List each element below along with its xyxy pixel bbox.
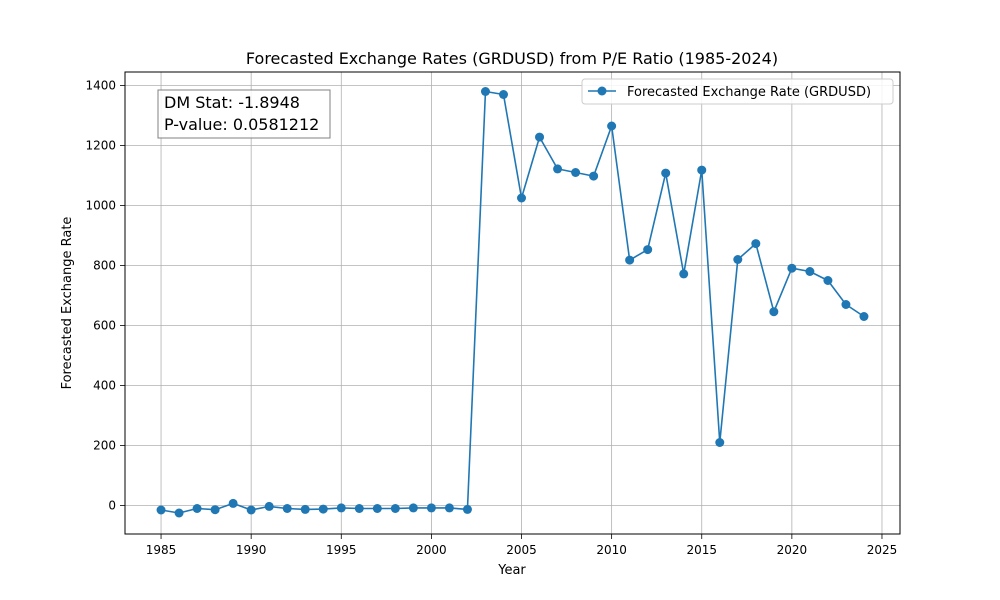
data-point bbox=[625, 255, 635, 265]
p-value-text: P-value: 0.0581212 bbox=[164, 115, 319, 134]
x-tick-label: 2015 bbox=[686, 543, 717, 557]
legend-marker bbox=[597, 86, 607, 96]
y-axis-ticks: 0 200 400 600 800 1000 1200 1400 bbox=[85, 79, 125, 513]
x-tick-label: 2010 bbox=[596, 543, 627, 557]
y-axis-label: Forecasted Exchange Rate bbox=[60, 217, 75, 390]
y-tick-label: 1200 bbox=[85, 139, 116, 153]
data-point bbox=[264, 501, 274, 511]
x-axis-label: Year bbox=[497, 563, 526, 578]
data-point bbox=[228, 498, 238, 508]
x-tick-label: 2005 bbox=[506, 543, 537, 557]
x-tick-label: 2020 bbox=[777, 543, 808, 557]
data-point bbox=[733, 255, 743, 264]
data-point bbox=[859, 312, 869, 321]
data-point bbox=[517, 193, 527, 203]
y-tick-label: 600 bbox=[93, 319, 116, 333]
data-point bbox=[354, 504, 364, 513]
data-point bbox=[498, 90, 508, 99]
series-line bbox=[160, 90, 865, 514]
data-point bbox=[408, 503, 418, 513]
data-point bbox=[823, 276, 833, 285]
y-tick-label: 1000 bbox=[85, 199, 116, 213]
data-point bbox=[210, 505, 220, 515]
data-point bbox=[679, 269, 689, 279]
data-point bbox=[661, 168, 671, 178]
data-point bbox=[444, 503, 454, 513]
y-tick-label: 800 bbox=[93, 259, 116, 273]
stats-box: DM Stat: -1.8948 P-value: 0.0581212 bbox=[157, 89, 331, 139]
x-tick-label: 1985 bbox=[146, 543, 177, 557]
data-point bbox=[607, 121, 617, 131]
y-tick-label: 0 bbox=[108, 499, 116, 513]
data-point bbox=[715, 438, 725, 447]
data-point bbox=[462, 504, 472, 514]
data-point bbox=[192, 504, 202, 513]
data-point bbox=[751, 239, 761, 249]
data-point bbox=[805, 267, 815, 276]
data-point bbox=[643, 245, 653, 255]
data-point bbox=[480, 87, 490, 96]
data-point bbox=[282, 504, 292, 513]
data-point bbox=[535, 132, 545, 142]
data-point bbox=[372, 504, 382, 513]
data-point bbox=[571, 168, 581, 177]
plot-frame bbox=[124, 71, 901, 535]
data-point bbox=[426, 503, 436, 513]
data-point bbox=[246, 505, 256, 515]
dm-stat-text: DM Stat: -1.8948 bbox=[164, 93, 300, 112]
data-point bbox=[390, 504, 400, 513]
x-tick-label: 2025 bbox=[867, 543, 898, 557]
stats-box-frame bbox=[157, 89, 331, 139]
y-tick-label: 200 bbox=[93, 439, 116, 453]
x-axis-ticks: 1985 1990 1995 2000 2005 2010 2015 2020 2025 bbox=[146, 534, 897, 557]
legend: Forecasted Exchange Rate (GRDUSD) bbox=[581, 78, 894, 105]
y-tick-label: 400 bbox=[93, 379, 116, 393]
data-point bbox=[156, 505, 166, 515]
data-point bbox=[300, 504, 310, 514]
x-tick-label: 1995 bbox=[326, 543, 357, 557]
x-tick-label: 1990 bbox=[236, 543, 267, 557]
data-point bbox=[787, 263, 797, 273]
data-point bbox=[336, 503, 346, 513]
data-point bbox=[841, 300, 851, 309]
data-series bbox=[156, 87, 869, 518]
legend-frame bbox=[581, 78, 894, 105]
legend-label: Forecasted Exchange Rate (GRDUSD) bbox=[627, 85, 871, 100]
chart-title: Forecasted Exchange Rates (GRDUSD) from … bbox=[246, 49, 778, 68]
data-point bbox=[174, 508, 184, 518]
data-point bbox=[553, 164, 563, 174]
y-tick-label: 1400 bbox=[85, 79, 116, 93]
data-point bbox=[769, 307, 779, 317]
data-point bbox=[697, 165, 707, 175]
grid-lines bbox=[125, 72, 900, 534]
data-point bbox=[318, 504, 328, 514]
x-tick-label: 2000 bbox=[416, 543, 447, 557]
data-point bbox=[589, 171, 599, 181]
